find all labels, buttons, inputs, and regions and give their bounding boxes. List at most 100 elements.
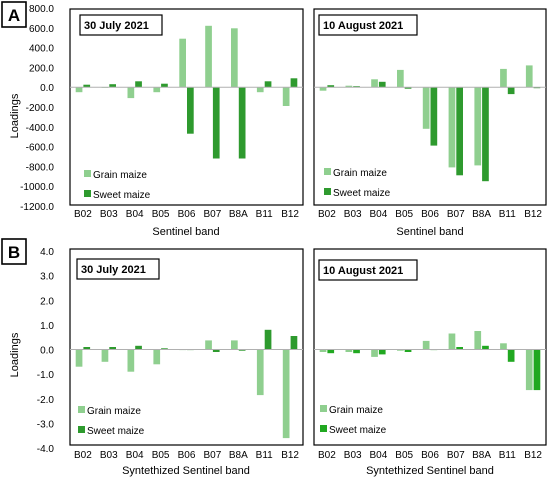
legend-label: Sweet maize bbox=[333, 188, 391, 199]
bar-grain-B03 bbox=[345, 85, 353, 88]
y-tick-label: -2.0 bbox=[37, 395, 55, 406]
x-tick-label: B8A bbox=[229, 209, 248, 220]
bar-grain-B05 bbox=[153, 349, 161, 365]
bar-grain-B07 bbox=[205, 340, 212, 350]
legend-label: Grain maize bbox=[93, 170, 147, 181]
bar-grain-B05 bbox=[153, 87, 161, 93]
x-tick-label: B07 bbox=[204, 450, 222, 461]
x-tick-label: B05 bbox=[152, 450, 170, 461]
bar-grain-B05 bbox=[397, 69, 404, 88]
bar-grain-B12 bbox=[282, 349, 290, 439]
x-tick-label: B04 bbox=[126, 209, 144, 220]
panel-label-a: A bbox=[8, 6, 20, 25]
x-tick-label: B06 bbox=[421, 450, 439, 461]
y-tick-label: 800.0 bbox=[29, 4, 54, 15]
legend-label: Grain maize bbox=[87, 406, 141, 417]
y-tick-label: 200.0 bbox=[29, 63, 54, 74]
y-tick-label: 400.0 bbox=[29, 44, 54, 55]
y-tick-label: 4.0 bbox=[40, 247, 54, 258]
bar-sweet-B02 bbox=[83, 347, 91, 350]
y-tick-label: 600.0 bbox=[29, 24, 54, 35]
bar-grain-B12 bbox=[282, 87, 290, 106]
x-tick-label: B07 bbox=[447, 209, 465, 220]
legend-swatch bbox=[324, 188, 331, 195]
bar-grain-B11 bbox=[500, 68, 507, 88]
bar-sweet-B8A bbox=[238, 87, 246, 159]
x-axis-label-b-right: Syntethized Sentinel band bbox=[366, 465, 494, 477]
bar-grain-B06 bbox=[422, 340, 430, 350]
bar-grain-B07 bbox=[448, 87, 456, 168]
bar-grain-B11 bbox=[256, 349, 264, 396]
y-tick-label: 0.0 bbox=[40, 83, 54, 94]
bar-sweet-B05 bbox=[161, 83, 168, 88]
x-tick-label: B06 bbox=[178, 209, 196, 220]
chart-box-b-left bbox=[69, 248, 304, 446]
chart-box-b-right bbox=[313, 248, 547, 446]
bar-sweet-B02 bbox=[83, 84, 91, 88]
chart-title-box bbox=[318, 14, 418, 36]
bar-sweet-B8A bbox=[238, 349, 246, 351]
panel-label-b-box: B bbox=[1, 238, 27, 265]
legend-swatch bbox=[78, 406, 85, 413]
x-tick-label: B04 bbox=[126, 450, 144, 461]
x-tick-label: B12 bbox=[281, 209, 299, 220]
x-tick-label: B11 bbox=[499, 209, 516, 220]
x-tick-label: B07 bbox=[447, 450, 465, 461]
bar-grain-B8A bbox=[474, 331, 482, 350]
bar-sweet-B11 bbox=[507, 349, 515, 362]
y-tick-label: 3.0 bbox=[40, 272, 54, 283]
bar-grain-B02 bbox=[75, 349, 83, 367]
x-tick-label: B06 bbox=[421, 209, 439, 220]
y-tick-label: -4.0 bbox=[37, 444, 55, 455]
bar-sweet-B03 bbox=[353, 349, 360, 354]
y-tick-label: 1.0 bbox=[40, 321, 54, 332]
legend-swatch bbox=[84, 170, 91, 177]
y-tick-label: -1200.0 bbox=[20, 202, 54, 213]
bar-sweet-B05 bbox=[404, 349, 412, 352]
bar-grain-B04 bbox=[371, 349, 378, 357]
chart-b-30-july: B02 B03 B04 B05 B06 B07 B8A B11 B12 30 July 2021 G… bbox=[70, 258, 303, 461]
x-tick-label: B04 bbox=[370, 209, 388, 220]
bar-sweet-B12 bbox=[290, 336, 298, 350]
bar-grain-B04 bbox=[127, 87, 135, 99]
bar-grain-B8A bbox=[231, 28, 238, 88]
x-tick-label: B03 bbox=[100, 450, 118, 461]
chart-title: 10 August 2021 bbox=[323, 20, 403, 32]
x-tick-label: B02 bbox=[74, 209, 92, 220]
bar-sweet-B04 bbox=[378, 349, 386, 355]
bar-grain-B12 bbox=[525, 65, 533, 88]
bar-grain-B8A bbox=[474, 87, 482, 166]
x-tick-label: B07 bbox=[204, 209, 222, 220]
y-tick-label: -400.0 bbox=[26, 123, 55, 134]
x-tick-label: B02 bbox=[74, 450, 92, 461]
bar-sweet-B07 bbox=[456, 87, 463, 176]
bar-grain-B02 bbox=[75, 87, 83, 93]
bar-sweet-B07 bbox=[212, 349, 220, 352]
chart-title: 30 July 2021 bbox=[81, 264, 146, 276]
legend-swatch bbox=[84, 190, 91, 197]
legend-swatch bbox=[324, 168, 331, 175]
bar-grain-B07 bbox=[205, 25, 212, 88]
legend-swatch bbox=[320, 425, 327, 432]
bar-sweet-B11 bbox=[264, 329, 272, 350]
y-tick-label: -800.0 bbox=[26, 162, 55, 173]
x-tick-label: B02 bbox=[318, 450, 336, 461]
y-axis-label-a: Loadings bbox=[9, 93, 21, 138]
bar-grain-B07 bbox=[448, 333, 456, 350]
x-tick-label: B12 bbox=[524, 450, 542, 461]
chart-a-30-july: B02 B03 B04 B05 B06 B07 B8A B11 B12 30 July 2021 G… bbox=[70, 14, 303, 220]
bar-sweet-B04 bbox=[135, 345, 142, 350]
x-tick-label: B03 bbox=[344, 450, 362, 461]
panel-label-b: B bbox=[8, 243, 20, 262]
legend-label: Grain maize bbox=[333, 168, 387, 179]
chart-b-10-august: B02 B03 B04 B05 B06 B07 B8A B11 B12 10 August 202… bbox=[314, 259, 546, 461]
x-tick-label: B11 bbox=[499, 450, 516, 461]
bar-sweet-B11 bbox=[507, 87, 515, 95]
x-tick-label: B8A bbox=[472, 450, 491, 461]
bar-sweet-B06 bbox=[430, 87, 438, 146]
x-tick-label: B11 bbox=[256, 450, 273, 461]
x-tick-label: B02 bbox=[318, 209, 336, 220]
x-tick-label: B04 bbox=[370, 450, 388, 461]
chart-title-box bbox=[76, 258, 160, 280]
